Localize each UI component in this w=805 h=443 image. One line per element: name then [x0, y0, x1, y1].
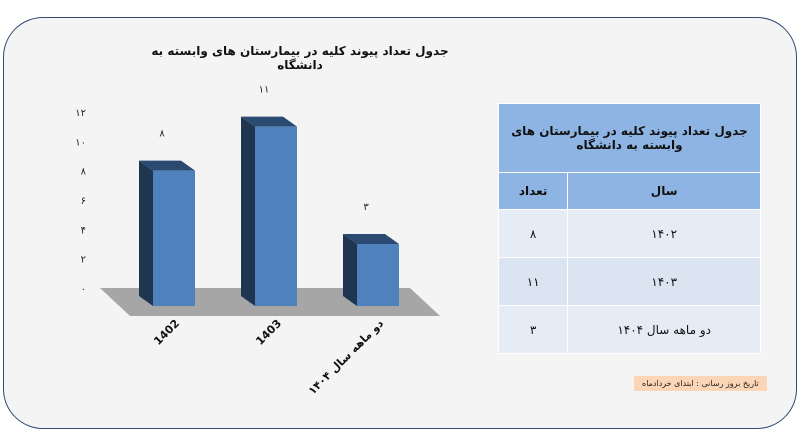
data-table: جدول تعداد پیوند کلیه در بیمارستان های و…	[497, 103, 761, 354]
y-tick-label: ۲	[81, 255, 86, 266]
bar	[357, 244, 399, 306]
table-row: دو ماهه سال ۱۴۰۴ ۳	[497, 305, 761, 354]
table-cell-count: ۱۱	[497, 257, 569, 306]
bar-side	[343, 234, 357, 306]
bar-top	[343, 234, 399, 244]
table-row: ۱۴۰۳ ۱۱	[497, 257, 761, 306]
y-tick-label: ۶	[81, 196, 86, 207]
table-title: جدول تعداد پیوند کلیه در بیمارستان های و…	[498, 103, 761, 173]
bar-top	[241, 116, 297, 127]
table-row: ۱۴۰۲ ۸	[497, 209, 761, 258]
table-header-count: تعداد	[497, 172, 569, 210]
table-cell-year: دو ماهه سال ۱۴۰۴	[567, 305, 761, 354]
table-cell-count: ۳	[497, 305, 569, 354]
update-note: تاریخ بروز رسانی : ابتدای خردادماه	[634, 376, 767, 391]
table-cell-count: ۸	[497, 209, 569, 258]
bar	[255, 126, 297, 307]
data-label: ۳	[363, 202, 369, 213]
bar-side	[241, 116, 255, 307]
chart-title: جدول تعداد پیوند کلیه در بیمارستان های و…	[151, 44, 449, 72]
bar	[153, 170, 195, 306]
table-cell-year: ۱۴۰۳	[567, 257, 761, 306]
y-tick-label: ۱۰	[75, 137, 86, 148]
y-tick-label: ۱۲	[75, 108, 86, 119]
x-tick-label: 1402	[151, 317, 182, 348]
bar-side	[139, 160, 153, 306]
table-cell-year: ۱۴۰۲	[567, 209, 761, 258]
bar-top	[139, 160, 195, 171]
y-tick-label: ۰	[81, 284, 86, 295]
y-tick-label: ۸	[81, 167, 87, 178]
table-header-year: سال	[567, 172, 761, 210]
y-tick-label: ۴	[81, 225, 86, 236]
data-label: ۱۱	[259, 85, 270, 96]
data-label: ۸	[159, 129, 165, 140]
x-tick-label: 1403	[253, 317, 284, 348]
x-tick-label: دو ماهه سال ۱۴۰۴	[306, 317, 387, 398]
